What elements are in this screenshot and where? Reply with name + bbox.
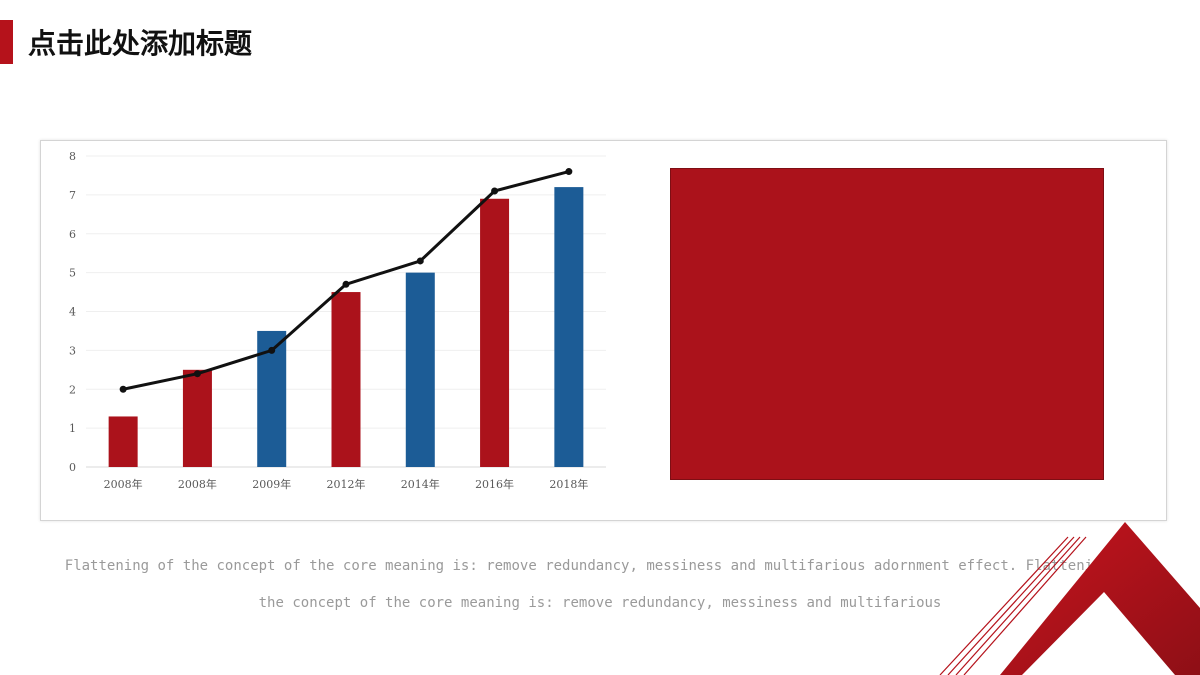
bar: [554, 187, 584, 467]
y-tick-label: 2: [69, 383, 76, 396]
bar: [108, 416, 138, 467]
x-tick-label: 2018年: [549, 477, 588, 491]
chart-card: 0 1 2 3 4 5 6 7 8 2008年 2008年 2009年 2012年 2014年 2016年 2…: [40, 140, 1167, 521]
y-tick-label: 1: [69, 422, 76, 435]
page-title: 点击此处添加标题: [28, 27, 253, 60]
line-point: [119, 385, 127, 393]
y-tick-label: 4: [69, 306, 76, 319]
line-point: [268, 346, 276, 354]
line-point: [491, 187, 499, 195]
body-paragraph: Flattening of the concept of the core me…: [64, 558, 1136, 611]
y-tick-label: 0: [69, 461, 76, 474]
x-tick-label: 2014年: [401, 477, 440, 491]
x-tick-label: 2012年: [327, 477, 366, 491]
x-tick-label: 2008年: [104, 477, 143, 491]
y-tick-label: 8: [69, 150, 76, 163]
line-point: [565, 168, 573, 176]
title-accent-bar: [0, 20, 13, 64]
bar: [405, 272, 435, 467]
y-tick-label: 3: [69, 344, 76, 357]
corner-decoration: [939, 522, 1200, 675]
diagonal-lines: [939, 536, 1087, 675]
bar: [182, 369, 212, 467]
x-tick-label: 2009年: [252, 477, 291, 491]
x-tick-label: 2008年: [178, 477, 217, 491]
y-tick-label: 5: [69, 267, 76, 280]
line-point: [416, 257, 424, 265]
y-tick-label: 7: [69, 189, 76, 202]
line-point: [193, 370, 201, 378]
line-point: [342, 280, 350, 288]
bar: [480, 198, 510, 467]
y-tick-label: 6: [69, 228, 76, 241]
image-placeholder[interactable]: [670, 168, 1104, 480]
red-chevron-shape: [1000, 522, 1200, 675]
bar: [331, 292, 361, 467]
combo-chart: 0 1 2 3 4 5 6 7 8 2008年 2008年 2009年 2012年 2014年 2016年 2…: [69, 150, 606, 491]
x-tick-label: 2016年: [475, 477, 514, 491]
